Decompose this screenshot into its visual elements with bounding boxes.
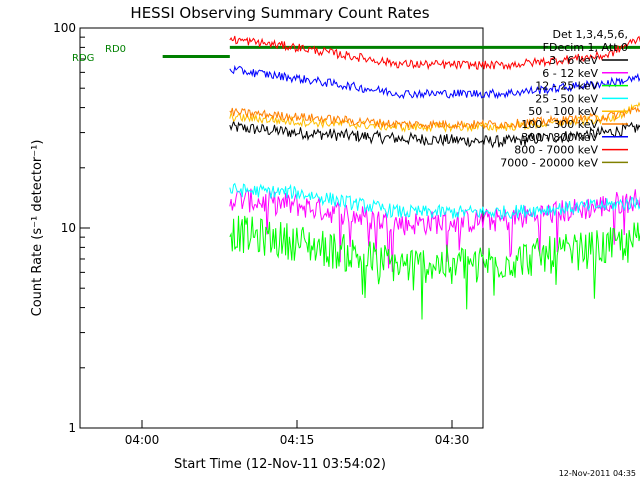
rdg-annotation: RDG (72, 53, 94, 64)
series-line (229, 64, 640, 100)
legend-entry-label: 12 - 25 keV (535, 80, 598, 93)
legend-entry-label: 800 - 7000 keV (514, 144, 598, 157)
y-tick-label: 100 (53, 21, 76, 35)
y-tick-label: 10 (61, 221, 76, 235)
y-tick-label: 1 (68, 421, 76, 435)
x-tick-label: 04:15 (280, 433, 315, 447)
legend-entry-label: 50 - 100 keV (528, 105, 598, 118)
rd0-annotation: RD0 (105, 44, 126, 55)
series-line (229, 101, 640, 133)
legend-entry-label: 3 - 6 keV (549, 54, 598, 67)
legend-entry-label: 6 - 12 keV (542, 67, 598, 80)
legend-header-line-2: FDecim 1, Att 0 (543, 41, 628, 54)
chart-title: HESSI Observing Summary Count Rates (130, 4, 429, 22)
y-axis-ticks: 1 10 100 (53, 21, 90, 435)
series-group (162, 35, 640, 320)
series-line (229, 215, 640, 320)
legend-entry-label: 25 - 50 keV (535, 92, 598, 105)
series-line (229, 182, 640, 220)
series-line (229, 35, 640, 71)
series-line (229, 119, 640, 149)
legend: Det 1,3,4,5,6, FDecim 1, Att 0 3 - 6 keV… (500, 28, 628, 169)
x-tick-label: 04:00 (125, 433, 160, 447)
x-axis-label: Start Time (12-Nov-11 03:54:02) (174, 457, 386, 472)
y-axis-label: Count Rate (s⁻¹ detector⁻¹) (30, 140, 45, 317)
series-line (229, 188, 640, 272)
legend-entry-label: 300 - 800 keV (521, 131, 598, 144)
series-line (229, 106, 640, 130)
legend-header-line-1: Det 1,3,4,5,6, (552, 28, 628, 41)
legend-entry-label: 100 - 300 keV (521, 118, 598, 131)
legend-entry-label: 7000 - 20000 keV (500, 156, 598, 169)
x-axis-ticks: 04:00 04:15 04:30 (125, 420, 470, 447)
x-tick-label: 04:30 (435, 433, 470, 447)
plot-frame (79, 27, 484, 429)
footer-date: 12-Nov-2011 04:35 (559, 469, 636, 478)
